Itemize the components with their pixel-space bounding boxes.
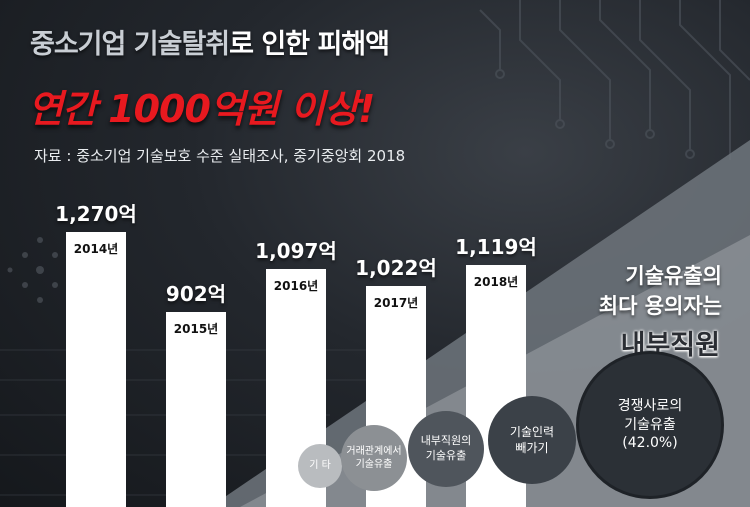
bubble-2: 거래관계에서 기술유출 [341,425,407,491]
bar-category-label: 2018년 [473,274,519,289]
bubble-5: 경쟁사로의 기술유출 (42.0%) [576,351,724,499]
bar-category-label: 2015년 [173,321,219,336]
bar-value-label: 1,119억 [455,234,537,259]
bar-value-label: 1,022억 [355,255,437,280]
bubble-label: 내부직원의 기술유출 [420,434,472,462]
bar-value-label: 902억 [165,281,227,306]
bar-category-label: 2016년 [273,279,319,294]
headline-part2: 로 인한 피해액 [229,29,390,60]
bubble-label: 경쟁사로의 기술유출 (42.0%) [617,397,683,452]
circuit-decoration [479,0,750,160]
bar-2015년 [166,311,226,507]
bar-category-label: 2014년 [73,242,119,256]
bubble-4: 기술인력 빼가기 [488,396,576,484]
bar-value-label: 1,270억 [55,202,137,226]
dot-decoration [7,237,73,303]
headline-line2: 연간 1000억원 이상! [28,87,375,131]
subtitle-line2: 최다 용의자는 [598,294,722,318]
bubble-3: 내부직원의 기술유출 [408,411,484,487]
subtitle-line1: 기술유출의 [625,264,722,288]
bubble-label: 거래관계에서 기술유출 [346,445,402,471]
bubble-label: 기 타 [309,460,331,472]
headline-part1: 중소기업 기술탈취 [30,29,230,60]
headline-line1: 중소기업 기술탈취로 인한 피해액 [30,22,390,61]
bar-value-label: 1,097억 [255,239,337,264]
bar-category-label: 2017년 [373,295,419,310]
source-note: 자료 : 중소기업 기술보호 수준 실태조사, 중기중앙회 2018 [34,147,406,165]
bubble-label: 기술인력 빼가기 [509,424,555,455]
bubble-1: 기 타 [298,444,342,488]
bar-2014년 [66,232,126,507]
